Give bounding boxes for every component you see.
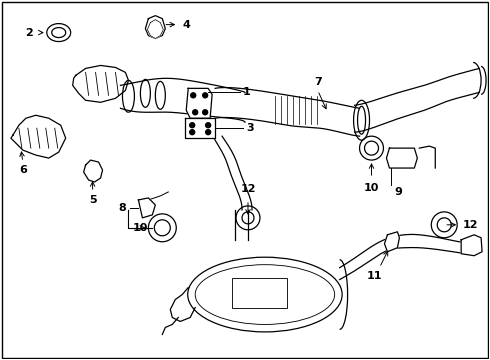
Circle shape xyxy=(190,123,195,128)
Text: 11: 11 xyxy=(367,271,382,281)
Text: 10: 10 xyxy=(364,183,379,193)
Circle shape xyxy=(190,130,195,135)
Text: 9: 9 xyxy=(394,187,402,197)
Polygon shape xyxy=(186,88,212,118)
Polygon shape xyxy=(146,15,165,39)
Text: 2: 2 xyxy=(25,28,33,37)
Polygon shape xyxy=(147,20,163,39)
Polygon shape xyxy=(461,235,482,256)
Polygon shape xyxy=(11,115,66,158)
Polygon shape xyxy=(84,160,102,182)
Circle shape xyxy=(191,93,196,98)
Text: 5: 5 xyxy=(89,195,97,205)
Polygon shape xyxy=(387,148,417,168)
Polygon shape xyxy=(138,198,155,218)
Text: 7: 7 xyxy=(314,77,321,87)
Text: 12: 12 xyxy=(240,184,256,194)
Ellipse shape xyxy=(188,257,342,332)
Text: 4: 4 xyxy=(182,19,190,30)
Text: 12: 12 xyxy=(463,220,479,230)
Text: 3: 3 xyxy=(246,123,254,133)
Text: 1: 1 xyxy=(243,87,251,97)
Polygon shape xyxy=(73,66,128,102)
Polygon shape xyxy=(185,118,215,138)
Text: 6: 6 xyxy=(19,165,27,175)
Polygon shape xyxy=(385,232,399,252)
Circle shape xyxy=(206,130,211,135)
Circle shape xyxy=(206,123,211,128)
Bar xyxy=(232,278,287,307)
Circle shape xyxy=(203,93,208,98)
Circle shape xyxy=(203,110,208,115)
Text: 8: 8 xyxy=(119,203,126,213)
Ellipse shape xyxy=(195,265,335,324)
Text: 10: 10 xyxy=(133,223,148,233)
Circle shape xyxy=(193,110,197,115)
